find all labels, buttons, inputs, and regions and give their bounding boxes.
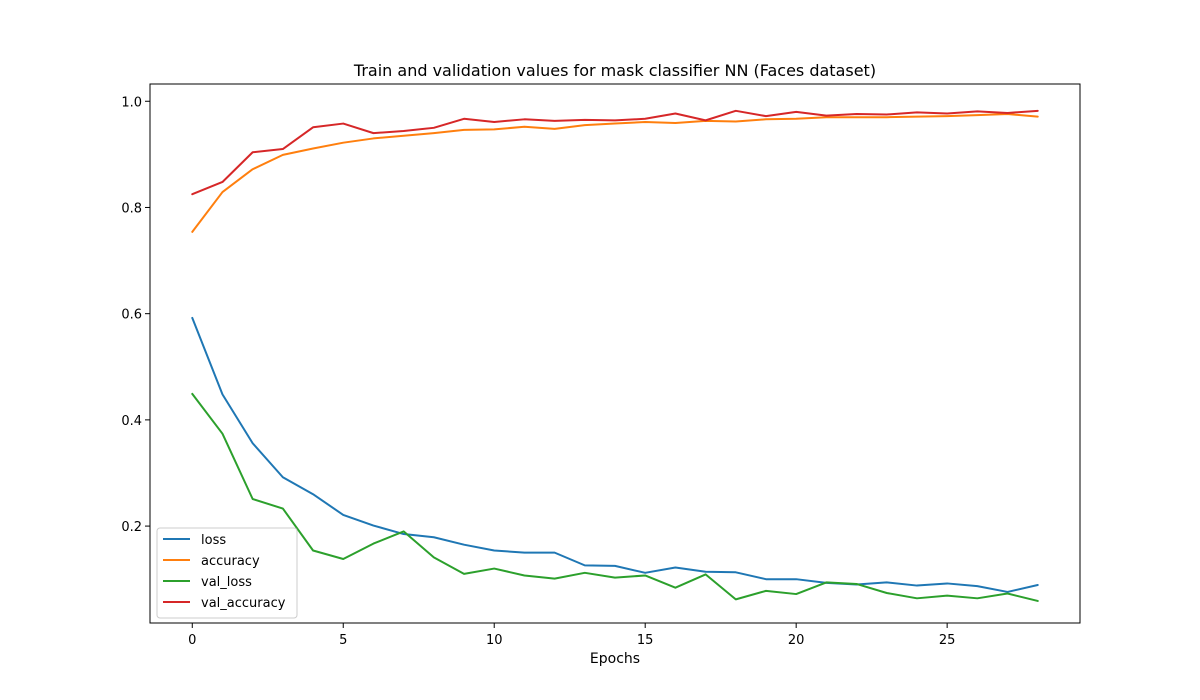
series-line-val-loss bbox=[191, 392, 1039, 602]
y-axis: 0.2 0.4 0.6 0.8 1.0 bbox=[121, 95, 150, 535]
legend-label-accuracy: accuracy bbox=[201, 554, 260, 569]
x-tick-label: 25 bbox=[939, 633, 956, 648]
x-tick-label: 10 bbox=[486, 633, 503, 648]
series-line-val-accuracy bbox=[191, 109, 1039, 196]
plot-frame bbox=[149, 83, 1081, 624]
x-axis-label: Epochs bbox=[590, 651, 640, 667]
x-tick-label: 15 bbox=[637, 633, 654, 648]
x-tick-label: 5 bbox=[339, 633, 347, 648]
x-tick-label: 20 bbox=[788, 633, 805, 648]
x-axis: 0 5 10 15 20 25 bbox=[188, 623, 955, 648]
y-tick-label: 0.8 bbox=[121, 201, 142, 216]
x-tick-label: 0 bbox=[188, 633, 196, 648]
legend-label-val-accuracy: val_accuracy bbox=[201, 596, 286, 611]
chart-title: Train and validation values for mask cla… bbox=[353, 61, 876, 80]
y-tick-label: 0.2 bbox=[121, 520, 142, 535]
legend-label-loss: loss bbox=[201, 533, 226, 548]
legend: loss accuracy val_loss val_accuracy bbox=[156, 527, 298, 619]
series-layer bbox=[191, 109, 1039, 602]
series-line-accuracy bbox=[191, 113, 1039, 233]
y-tick-label: 1.0 bbox=[121, 95, 142, 110]
y-tick-label: 0.6 bbox=[121, 308, 142, 323]
series-line-loss bbox=[191, 316, 1039, 593]
legend-label-val-loss: val_loss bbox=[201, 575, 252, 590]
legend-box bbox=[156, 527, 298, 619]
y-tick-label: 0.4 bbox=[121, 414, 142, 429]
